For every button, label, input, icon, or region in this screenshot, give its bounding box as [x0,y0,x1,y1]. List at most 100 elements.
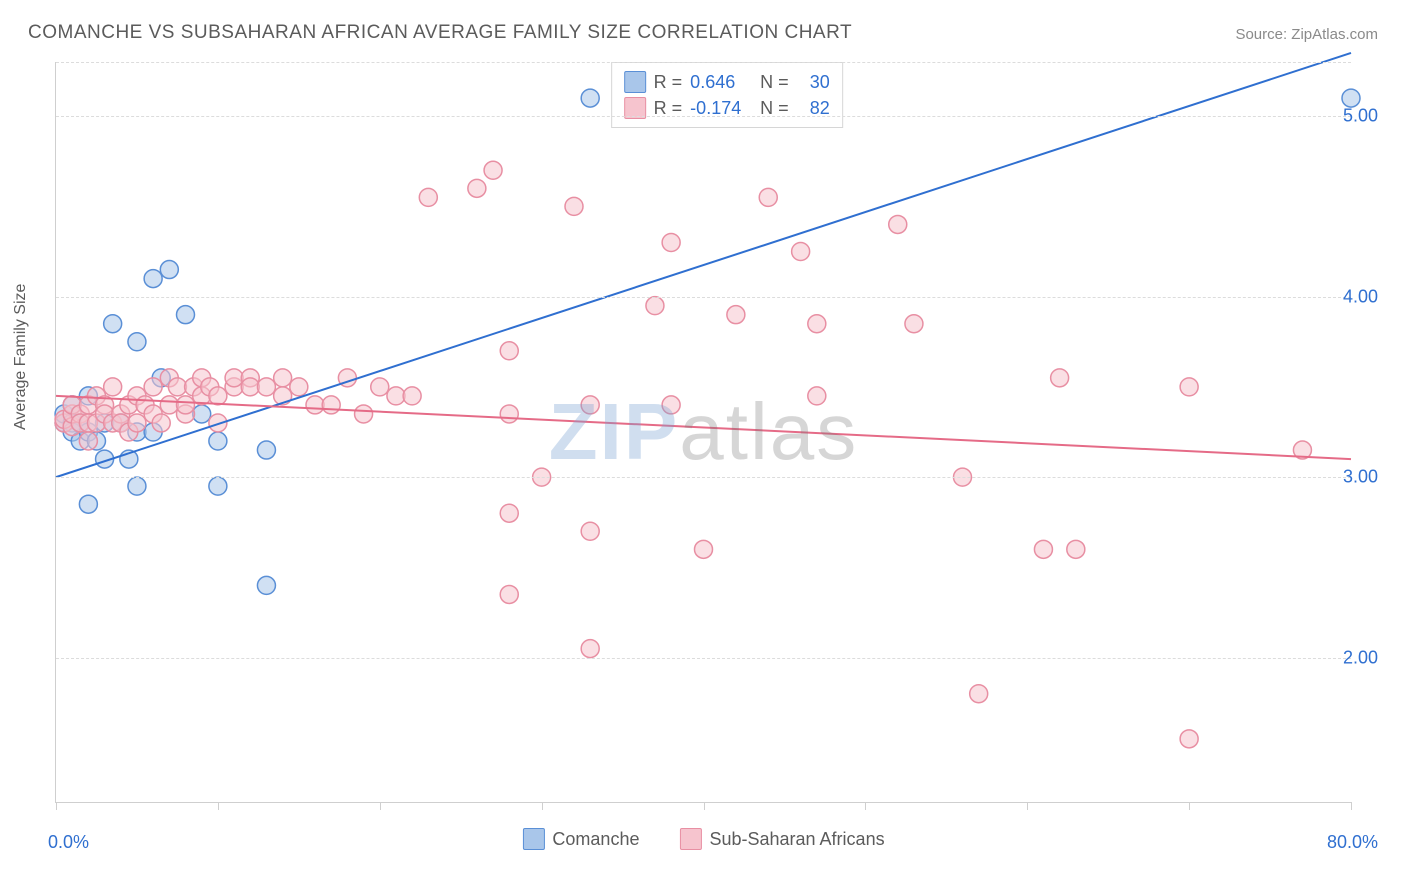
data-point [403,387,421,405]
data-point [257,441,275,459]
y-tick-label: 3.00 [1343,467,1378,488]
data-point [581,522,599,540]
x-tick [865,802,866,810]
data-point [468,179,486,197]
data-point [371,378,389,396]
data-point [500,585,518,603]
gridline [56,297,1351,298]
data-point [646,297,664,315]
x-tick [380,802,381,810]
data-point [144,270,162,288]
series-legend: Comanche Sub-Saharan Africans [522,828,884,850]
data-point [905,315,923,333]
data-point [808,315,826,333]
data-point [889,215,907,233]
data-point [177,306,195,324]
plot-area: ZIPatlas R = 0.646 N = 30 R = -0.174 N =… [55,62,1351,803]
legend-label-1: Comanche [552,829,639,850]
data-point [484,161,502,179]
data-point [759,188,777,206]
data-point [274,369,292,387]
x-axis-end-label: 80.0% [1327,832,1378,853]
gridline [56,658,1351,659]
gridline [56,116,1351,117]
x-axis-start-label: 0.0% [48,832,89,853]
x-tick [56,802,57,810]
data-point [322,396,340,414]
data-point [581,89,599,107]
y-tick-label: 2.00 [1343,647,1378,668]
data-point [355,405,373,423]
x-tick [1027,802,1028,810]
data-point [500,342,518,360]
legend-swatch-2 [679,828,701,850]
x-tick [542,802,543,810]
data-point [225,369,243,387]
data-point [168,378,186,396]
legend-item-1: Comanche [522,828,639,850]
data-point [581,640,599,658]
swatch-series-1 [624,71,646,93]
y-tick-label: 4.00 [1343,286,1378,307]
data-point [306,396,324,414]
data-point [662,233,680,251]
legend-swatch-1 [522,828,544,850]
data-point [387,387,405,405]
data-point [1342,89,1360,107]
gridline [56,62,1351,63]
data-point [257,378,275,396]
data-point [177,396,195,414]
r-label-1: R = [654,72,683,93]
legend-label-2: Sub-Saharan Africans [709,829,884,850]
chart-title: COMANCHE VS SUBSAHARAN AFRICAN AVERAGE F… [28,22,852,44]
data-point [104,378,122,396]
data-point [152,414,170,432]
data-point [160,396,178,414]
data-point [1067,540,1085,558]
data-point [695,540,713,558]
data-point [128,477,146,495]
regression-line [56,396,1351,459]
data-point [209,477,227,495]
source-label: Source: ZipAtlas.com [1235,26,1378,43]
x-tick [218,802,219,810]
data-point [104,315,122,333]
data-point [79,495,97,513]
data-point [1034,540,1052,558]
data-point [565,197,583,215]
stats-legend: R = 0.646 N = 30 R = -0.174 N = 82 [611,62,843,128]
x-tick [704,802,705,810]
data-point [79,432,97,450]
data-point [290,378,308,396]
data-point [241,378,259,396]
n-label-1: N = [760,72,789,93]
data-point [1180,730,1198,748]
y-tick-label: 5.00 [1343,106,1378,127]
data-point [727,306,745,324]
data-point [209,432,227,450]
data-point [662,396,680,414]
n-value-1: 30 [810,72,830,93]
scatter-svg [56,62,1351,802]
legend-item-2: Sub-Saharan Africans [679,828,884,850]
data-point [257,576,275,594]
y-axis-label: Average Family Size [12,284,30,430]
x-tick [1351,802,1352,810]
data-point [128,414,146,432]
x-tick [1189,802,1190,810]
data-point [144,378,162,396]
data-point [500,504,518,522]
data-point [1180,378,1198,396]
data-point [193,405,211,423]
data-point [970,685,988,703]
data-point [808,387,826,405]
data-point [419,188,437,206]
data-point [128,333,146,351]
data-point [1051,369,1069,387]
data-point [209,387,227,405]
data-point [792,243,810,261]
data-point [581,396,599,414]
r-value-1: 0.646 [690,72,752,93]
gridline [56,477,1351,478]
stats-row-1: R = 0.646 N = 30 [624,69,830,95]
